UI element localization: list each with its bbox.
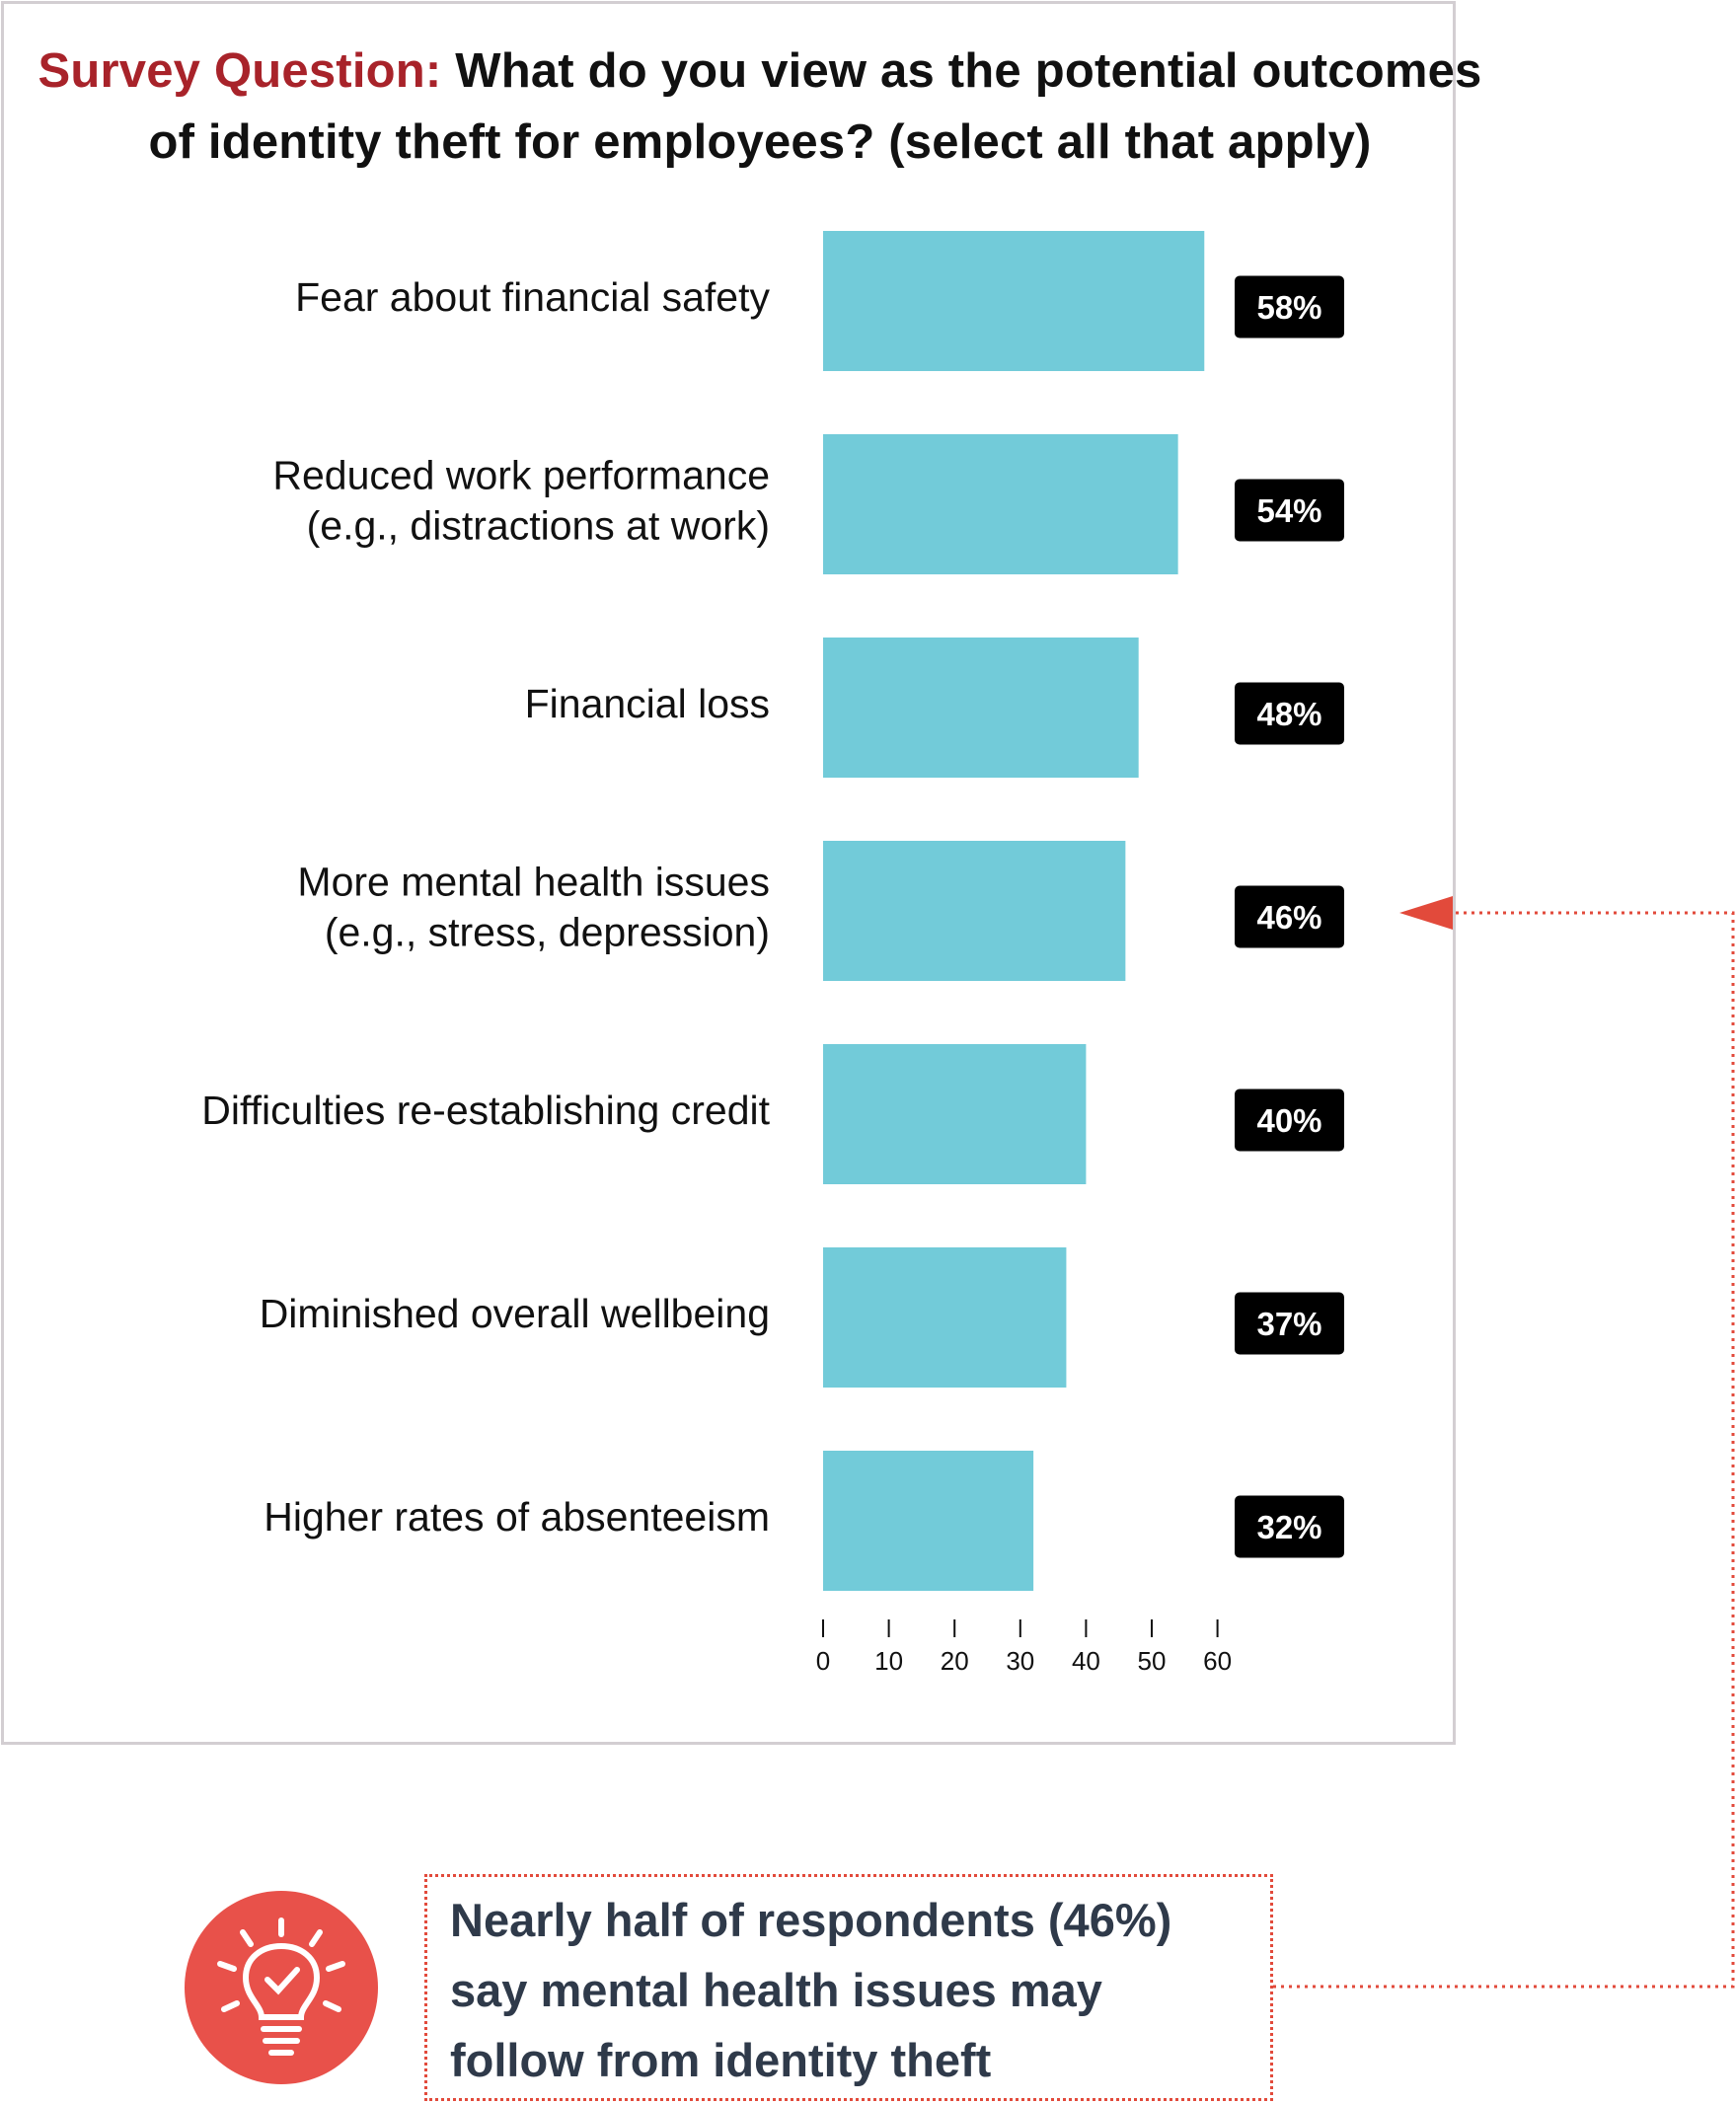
category-label-0: Fear about financial safety: [295, 274, 770, 320]
value-badge-3: [1235, 885, 1344, 948]
tick-label-6: 60: [1203, 1646, 1232, 1676]
data-label-6: 32%: [1256, 1509, 1321, 1545]
bar-4: [823, 1044, 1087, 1184]
bar-2: [823, 638, 1139, 778]
callout-text: Nearly half of respondents (46%) say men…: [450, 1885, 1259, 2095]
data-label-1: 54%: [1256, 492, 1321, 529]
category-label-line: Diminished overall wellbeing: [260, 1291, 770, 1336]
bar-6: [823, 1451, 1034, 1591]
lightbulb-check-icon: [185, 1891, 378, 2084]
category-label-4: Difficulties re-establishing credit: [201, 1088, 770, 1133]
data-label-0: 58%: [1256, 289, 1321, 326]
value-badge-6: [1235, 1495, 1344, 1558]
bar-1: [823, 434, 1178, 574]
data-label-3: 46%: [1256, 899, 1321, 936]
arrowhead-icon: [1399, 896, 1453, 930]
callout-box: [424, 1874, 1273, 2101]
value-badge-4: [1235, 1089, 1344, 1152]
category-label-line: More mental health issues: [297, 860, 770, 905]
tick-label-4: 40: [1072, 1646, 1100, 1676]
category-label-5: Diminished overall wellbeing: [260, 1291, 770, 1336]
value-badge-1: [1235, 479, 1344, 542]
title-line2: of identity theft for employees? (select…: [148, 115, 1372, 169]
category-label-6: Higher rates of absenteeism: [264, 1494, 770, 1540]
tick-label-1: 10: [874, 1646, 903, 1676]
category-label-line: Difficulties re-establishing credit: [201, 1088, 770, 1133]
tick-label-3: 30: [1006, 1646, 1034, 1676]
data-label-2: 48%: [1256, 696, 1321, 732]
data-label-4: 40%: [1256, 1102, 1321, 1139]
category-label-3: More mental health issues (e.g., stress, …: [297, 860, 770, 955]
tick-label-0: 0: [816, 1646, 830, 1676]
value-badge-5: [1235, 1292, 1344, 1355]
bar-5: [823, 1247, 1067, 1388]
value-badge-2: [1235, 682, 1344, 745]
category-label-line: Higher rates of absenteeism: [264, 1494, 770, 1540]
value-badge-0: [1235, 275, 1344, 338]
bar-chart: Fear about financial safety 58% Reduced wo…: [201, 231, 1344, 1676]
chart-title: Survey Question: What do you view as the…: [0, 36, 1520, 178]
category-label-line: Reduced work performance: [272, 453, 770, 498]
category-label-line: (e.g., distractions at work): [307, 503, 770, 549]
title-label: Survey Question:: [38, 44, 442, 98]
tick-label-5: 50: [1138, 1646, 1167, 1676]
callout-line-3: follow from identity theft: [450, 2034, 992, 2086]
callout-line-1: Nearly half of respondents (46%): [450, 1894, 1172, 1946]
category-label-1: Reduced work performance (e.g., distracti…: [272, 453, 770, 549]
category-label-2: Financial loss: [525, 681, 770, 726]
chart-panel: [1, 1, 1456, 1745]
bar-0: [823, 231, 1205, 371]
category-label-line: Fear about financial safety: [295, 274, 770, 320]
data-label-5: 37%: [1256, 1306, 1321, 1342]
tick-label-2: 20: [941, 1646, 969, 1676]
bar-3: [823, 841, 1126, 981]
category-label-line: (e.g., stress, depression): [325, 910, 770, 955]
category-label-line: Financial loss: [525, 681, 770, 726]
title-line1: What do you view as the potential outcom…: [455, 44, 1482, 98]
connector-line: [1273, 911, 1735, 1989]
callout-line-2: say mental health issues may: [450, 1964, 1102, 2016]
